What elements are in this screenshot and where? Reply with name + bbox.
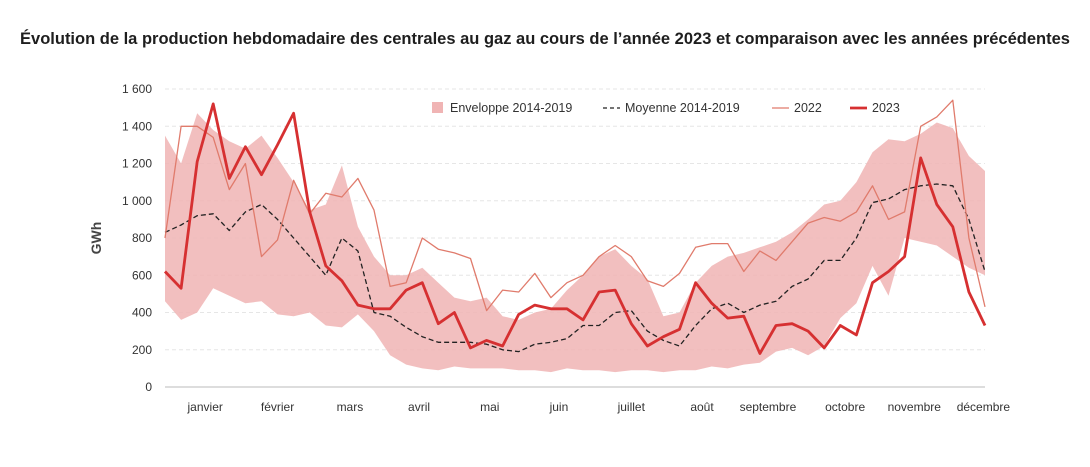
x-tick-label: décembre: [957, 400, 1011, 414]
x-tick-label: mai: [480, 400, 499, 414]
y-tick-label: 1 000: [122, 194, 152, 208]
series-line-moyenne: [164, 183, 986, 353]
series-line-2022: [164, 99, 986, 312]
legend-label: 2022: [794, 101, 822, 115]
y-tick-label: 400: [132, 306, 152, 320]
envelope-band: [165, 113, 985, 373]
x-tick-label: juillet: [617, 400, 646, 414]
y-axis: 0 200 400 600 800 1 000 1 200 1 400 1 600: [122, 82, 152, 394]
x-axis: janvier février mars avril mai juin juillet aoû…: [187, 400, 1011, 414]
y-tick-label: 1 400: [122, 119, 152, 133]
x-tick-label: janvier: [187, 400, 223, 414]
y-tick-label: 1 200: [122, 157, 152, 171]
y-tick-label: 600: [132, 268, 152, 282]
y-tick-label: 800: [132, 231, 152, 245]
x-tick-label: septembre: [740, 400, 797, 414]
legend-label: Moyenne 2014-2019: [625, 101, 740, 115]
x-tick-label: avril: [408, 400, 430, 414]
y-tick-label: 0: [145, 380, 152, 394]
legend: Enveloppe 2014-2019 Moyenne 2014-2019 2022…: [432, 101, 900, 115]
x-tick-label: octobre: [825, 400, 865, 414]
y-axis-label: GWh: [88, 222, 104, 255]
x-tick-label: février: [261, 400, 294, 414]
y-tick-label: 200: [132, 343, 152, 357]
x-tick-label: mars: [337, 400, 364, 414]
legend-swatch: [432, 102, 443, 113]
x-tick-label: juin: [549, 400, 569, 414]
legend-label: Enveloppe 2014-2019: [450, 101, 572, 115]
series-lines: [163, 99, 987, 355]
series-line-2023: [163, 102, 987, 355]
legend-label: 2023: [872, 101, 900, 115]
y-tick-label: 1 600: [122, 82, 152, 96]
series-envelope-area: [165, 113, 985, 373]
x-tick-label: novembre: [888, 400, 942, 414]
x-tick-label: août: [690, 400, 714, 414]
chart-title: Évolution de la production hebdomadaire …: [20, 30, 1070, 48]
